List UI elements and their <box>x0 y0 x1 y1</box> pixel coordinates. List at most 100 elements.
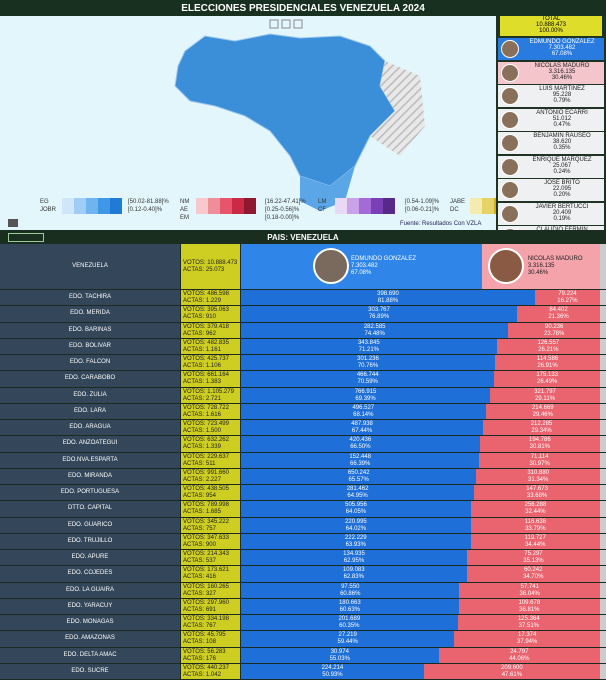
state-name: EDO. FALCON <box>69 359 111 366</box>
eg-votes: 152.448 <box>349 453 372 460</box>
candidate-name: EDMUNDO GONZALEZ <box>529 39 595 45</box>
candidate-card[interactable]: JAVIER BERTUCCI 20.409 0.19% <box>498 202 604 225</box>
candidate-card[interactable]: CLAUDIO FERMIN <box>498 226 604 230</box>
nm-votes: 212.285 <box>530 421 553 427</box>
state-name: EDO.NVA.ESPARTA <box>62 456 118 463</box>
eg-votes: 505.956 <box>345 502 367 509</box>
votos: VOTOS: 56.283 <box>183 648 226 655</box>
nm-votes: 147.673 <box>526 486 548 492</box>
candidate-photo <box>501 63 519 82</box>
actas: ACTAS: 962 <box>183 330 216 337</box>
votes-cell <box>181 566 240 582</box>
eg-pct: 71.21% <box>358 346 379 353</box>
legend-swatch <box>110 198 122 214</box>
candidate-card[interactable]: NICOLAS MADURO 3.316.135 30.46% <box>498 61 604 84</box>
map-icon[interactable] <box>293 19 303 29</box>
nm-bar <box>517 306 600 322</box>
actas: ACTAS: 108 <box>183 639 216 646</box>
nm-pct: 37.94% <box>517 639 538 646</box>
nm-bar <box>483 420 600 436</box>
votos: VOTOS: 334.198 <box>183 616 229 623</box>
toolbar-icons[interactable] <box>8 233 44 242</box>
votos: VOTOS: 440.237 <box>183 664 229 671</box>
eg-pct: 64.02% <box>345 525 367 532</box>
votos: VOTOS: 297.960 <box>183 599 229 606</box>
legend-swatch <box>98 198 110 214</box>
others-bar <box>600 387 606 403</box>
state-name: DTTO. CAPITAL <box>67 505 113 512</box>
map-icon[interactable] <box>281 19 291 29</box>
state-name: EDO. AMAZONAS <box>65 635 115 642</box>
state-name: VENEZUELA <box>72 263 108 269</box>
actas: ACTAS: 1.500 <box>183 428 221 435</box>
eg-pct: 62.83% <box>343 574 364 581</box>
candidate-card[interactable]: EDMUNDO GONZALEZ 7.303.482 67.08% <box>498 38 604 60</box>
state-name: EDO. MONAGAS <box>66 619 114 626</box>
state-cell <box>0 663 180 679</box>
nm-bar <box>470 533 600 549</box>
actas: ACTAS: 1.685 <box>183 509 221 516</box>
candidate-card[interactable]: ENRIQUE MARQUEZ 25.067 0.24% <box>498 155 604 178</box>
eg-pct: 66.50% <box>350 444 371 451</box>
others-bar <box>600 485 606 501</box>
others-bar <box>600 452 606 468</box>
legend-label: EG <box>40 199 49 205</box>
eg-bar <box>241 501 471 517</box>
legend-label: [0.25-0.56]% <box>265 207 300 213</box>
eg-pct: 64.05% <box>345 509 367 516</box>
actas: ACTAS: 1.383 <box>183 379 221 386</box>
map-icon[interactable] <box>269 19 279 29</box>
actas: ACTAS: 954 <box>183 493 216 500</box>
votos: VOTOS: 345.222 <box>183 518 229 525</box>
votos: VOTOS: 723.499 <box>183 421 229 428</box>
votos: VOTOS: 486.598 <box>183 291 229 298</box>
state-cell <box>0 501 180 517</box>
others-bar <box>600 582 606 598</box>
nm-votes: 126.557 <box>537 339 560 346</box>
source: Fuente: Resultados Con VZLA <box>400 221 482 227</box>
legend-swatch <box>470 198 482 214</box>
others-bar <box>600 420 606 436</box>
others-bar <box>600 355 606 371</box>
eg-bar <box>241 371 495 387</box>
legend-label: [50.02-81.88]% <box>128 199 169 205</box>
votos: VOTOS: 45.795 <box>183 632 226 639</box>
eg-bar <box>241 485 475 501</box>
eg-votes: 281.462 <box>346 486 369 492</box>
nm-pct: 31.34% <box>528 476 549 483</box>
state-cell <box>0 533 180 549</box>
nm-bar <box>470 517 600 533</box>
camera-icon[interactable] <box>8 219 18 227</box>
eg-pct: 67.08% <box>351 270 372 276</box>
eg-bar <box>241 420 484 436</box>
state-name: EDO. ANZOATEGUI <box>62 440 118 447</box>
candidate-votes: 95.228 <box>552 92 572 98</box>
nm-votes: 79.224 <box>558 291 577 297</box>
eg-votes: 496.527 <box>352 404 375 411</box>
votos: VOTOS: 425.737 <box>183 356 229 363</box>
total-pct: 100.00% <box>539 28 563 34</box>
legend-label: AE <box>180 207 189 213</box>
nm-bar <box>495 355 600 371</box>
candidate-card[interactable]: LUIS MARTINEZ 95.228 0.79% <box>498 85 604 107</box>
candidate-votes: 25.067 <box>552 162 572 169</box>
table-title: PAIS: VENEZUELA <box>267 233 339 242</box>
state-name: EDO. BARINAS <box>68 326 112 333</box>
toolbar: PAIS: VENEZUELA <box>0 230 606 244</box>
eg-votes: 30.974 <box>330 648 349 655</box>
candidate-votes: 22.095 <box>552 186 572 192</box>
eg-votes: 7.303.482 <box>351 263 378 269</box>
eg-bar <box>241 598 459 614</box>
candidate-votes: 38.620 <box>552 139 572 145</box>
candidate-pct: 0.47% <box>553 121 571 128</box>
nm-pct: 33.79% <box>525 525 546 532</box>
eg-name: EDMUNDO GONZALEZ <box>351 256 417 262</box>
candidate-card[interactable]: ANTONIO ECARRI 51.012 0.47% <box>498 108 604 131</box>
candidate-card[interactable]: JOSE BRITO 22.095 0.20% <box>498 179 604 201</box>
eg-bar <box>241 582 460 598</box>
nm-votes: 57.741 <box>520 583 539 590</box>
candidate-card[interactable]: BENJAMIN RAUSEO 38.620 0.35% <box>498 132 604 154</box>
votos: VOTOS: 173.621 <box>183 567 229 574</box>
state-name: EDO. YARACUY <box>67 602 113 609</box>
nm-votes: 90.236 <box>545 323 564 330</box>
